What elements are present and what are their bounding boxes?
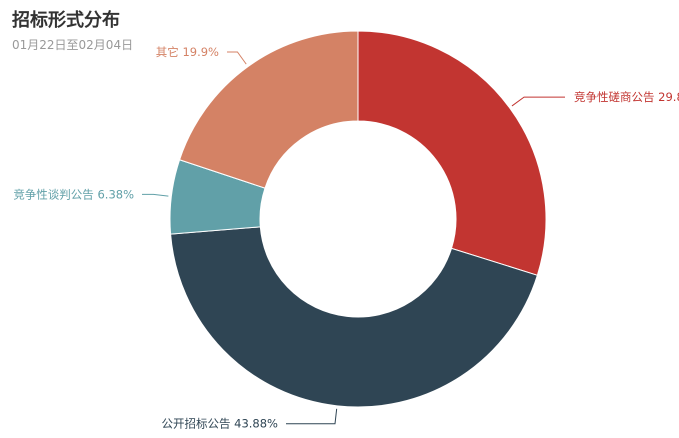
leader-line-1: [286, 408, 338, 425]
slice-3[interactable]: [178, 30, 359, 189]
leader-line-3: [227, 51, 247, 65]
chart-header: 招标形式分布 01月22日至02月04日: [12, 8, 133, 53]
leader-line-2: [142, 193, 169, 197]
slice-label-0: 竞争性磋商公告 29.84%: [574, 90, 679, 104]
slice-label-3: 其它 19.9%: [156, 45, 219, 59]
chart-title: 招标形式分布: [12, 10, 120, 31]
slice-label-2: 竞争性谈判公告 6.38%: [13, 187, 134, 201]
leader-line-0: [511, 96, 565, 107]
slice-label-1: 公开招标公告 43.88%: [161, 417, 278, 431]
slice-0[interactable]: [357, 30, 547, 276]
slice-1[interactable]: [170, 226, 539, 408]
chart-subtitle: 01月22日至02月04日: [12, 38, 134, 52]
